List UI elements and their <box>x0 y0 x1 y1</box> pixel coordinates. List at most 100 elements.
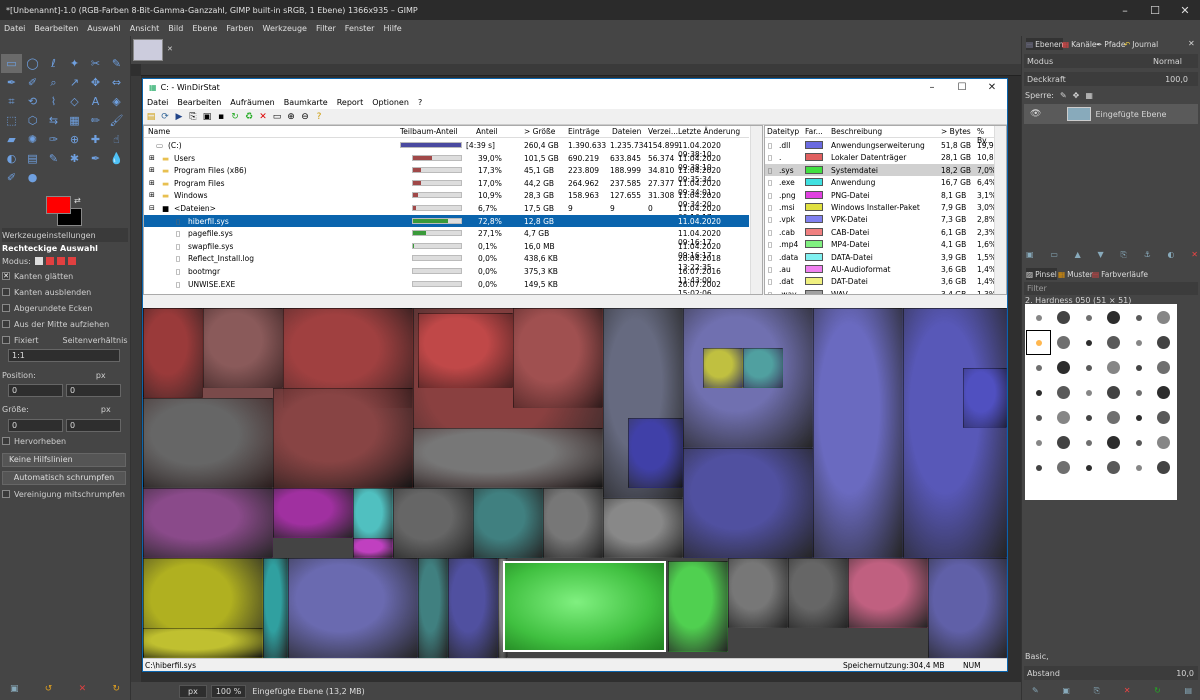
new-group-icon[interactable]: ▭ <box>1050 250 1058 259</box>
brush-preset-item[interactable] <box>1127 331 1150 354</box>
brush-preset-item[interactable] <box>1102 306 1125 329</box>
brush-preset-item[interactable] <box>1052 381 1075 404</box>
treemap-cell[interactable] <box>788 558 848 628</box>
fixed-row[interactable]: Fixiert Seitenverhältnis <box>2 333 128 347</box>
treemap-cell[interactable] <box>473 488 543 558</box>
edit-brush-icon[interactable]: ✎ <box>1032 686 1039 695</box>
brush-filter-input[interactable]: Filter <box>1024 282 1198 295</box>
brush-preset-item[interactable] <box>1102 431 1125 454</box>
brush-preset-item[interactable] <box>1052 331 1075 354</box>
guides-dropdown[interactable]: Keine Hilfslinien <box>2 453 126 467</box>
treemap-cell[interactable] <box>813 308 903 558</box>
ext-scrollbar[interactable] <box>994 126 1006 294</box>
brush-preset-item[interactable] <box>1102 456 1125 479</box>
brush-preset-item[interactable] <box>1127 431 1150 454</box>
color-picker-tool-icon[interactable]: ✐ <box>27 76 38 89</box>
brush-preset-item[interactable] <box>1077 431 1100 454</box>
tab-layers[interactable]: ▤ Ebenen <box>1026 38 1064 50</box>
treemap-cell[interactable] <box>448 558 498 658</box>
wds-menu-report[interactable]: Report <box>336 97 364 107</box>
menu-fenster[interactable]: Fenster <box>344 23 375 33</box>
tab-gradients[interactable]: ▤ Farbverläufe <box>1092 268 1148 280</box>
treemap-cell[interactable] <box>728 558 788 628</box>
col-size[interactable]: > Größe <box>524 127 556 136</box>
drop-tool-icon[interactable]: 💧 <box>109 152 124 165</box>
crop-tool-icon[interactable]: ⌗ <box>8 94 15 108</box>
mode-intersect-icon[interactable] <box>67 257 76 265</box>
brush-preset-item[interactable] <box>1027 431 1050 454</box>
brush-preset[interactable]: Basic, <box>1025 652 1049 661</box>
tree-row[interactable]: ▯ swapfile.sys 0,1% 16,0 MB 11.04.2020 09:16… <box>144 240 749 260</box>
ext-row[interactable]: ▯ .wav WAV 3,4 GB 1,3% <box>765 288 996 294</box>
refresh-icon[interactable]: ↻ <box>231 111 239 122</box>
delete-brush-icon[interactable]: ✕ <box>1123 686 1131 695</box>
raise-layer-icon[interactable]: ▲ <box>1074 250 1081 259</box>
extension-list[interactable]: Dateityp Far... Beschreibung > Bytes % B… <box>764 125 1007 295</box>
zoom-dropdown[interactable]: 100 % <box>210 684 247 698</box>
feather-row[interactable]: Kanten ausblenden <box>2 285 128 299</box>
menu-filter[interactable]: Filter <box>315 23 336 33</box>
treemap-cell[interactable] <box>413 428 603 488</box>
menu-datei[interactable]: Datei <box>4 23 26 33</box>
position-y-field[interactable]: 0 <box>66 384 121 397</box>
clone-tool-icon[interactable]: ⊕ <box>69 133 80 146</box>
anchor-layer-icon[interactable]: ⚓ <box>1143 250 1151 259</box>
zoom-out-icon[interactable]: ⊖ <box>301 111 309 122</box>
treemap-cell[interactable] <box>393 488 473 558</box>
brush-preset-item[interactable] <box>1152 406 1175 429</box>
treemap-cell[interactable] <box>603 498 683 558</box>
smudge-tool-icon[interactable]: ☝ <box>113 133 120 146</box>
wds-menu-datei[interactable]: Datei <box>147 97 169 107</box>
highlight-checkbox[interactable] <box>2 437 10 445</box>
ellipse-select-tool-icon[interactable]: ◯ <box>26 57 39 70</box>
measure-tool-icon[interactable]: ↗ <box>69 76 80 89</box>
brush-preset-item[interactable] <box>1127 406 1150 429</box>
menu-werkzeuge[interactable]: Werkzeuge <box>262 23 307 33</box>
shrink-merged-checkbox[interactable] <box>2 490 10 498</box>
tab-brushes[interactable]: ▨ Pinsel <box>1026 268 1057 280</box>
tree-row[interactable]: ▯ Reflect_Install.log 0,0% 438,6 KB 20.04.20… <box>144 252 749 272</box>
transform-tool-icon[interactable]: ⬚ <box>6 114 17 127</box>
fuzzy-select-tool-icon[interactable]: ✦ <box>69 57 80 70</box>
col-name[interactable]: Name <box>148 127 171 136</box>
menu-ansicht[interactable]: Ansicht <box>129 23 160 33</box>
col-filetype[interactable]: Dateityp <box>767 127 800 136</box>
brush-preset-item[interactable] <box>1052 356 1075 379</box>
col-bytes[interactable]: > Bytes <box>941 127 971 136</box>
brush-preset-item[interactable] <box>1027 381 1050 404</box>
brush-preset-item[interactable] <box>1152 456 1175 479</box>
shrink-merged-row[interactable]: Vereinigung mitschrumpfen <box>2 487 128 501</box>
swap-colors-icon[interactable]: ⇄ <box>74 196 81 205</box>
treemap-cell[interactable] <box>418 313 513 388</box>
ratio-field[interactable]: 1:1 <box>8 349 120 362</box>
ext-row[interactable]: ▯ .dat DAT-Datei 3,6 GB 1,4% <box>765 275 996 288</box>
lock-alpha-icon[interactable]: ▦ <box>1085 91 1093 100</box>
brush-folder-icon[interactable]: ▤ <box>1184 686 1192 695</box>
brush-preset-item[interactable] <box>1077 456 1100 479</box>
mode-add-icon[interactable] <box>45 257 54 265</box>
treemap-cell[interactable] <box>503 561 666 652</box>
delete-icon[interactable]: ✕ <box>259 111 267 122</box>
lock-pixels-icon[interactable]: ✎ <box>1059 91 1067 100</box>
airbrush-tool-icon[interactable]: ✺ <box>27 133 38 146</box>
tree-row[interactable]: ⊞ ▬ Windows 10,9% 28,3 GB 158.963 127.655 31.30… <box>144 189 749 209</box>
align-tool-icon[interactable]: ⇔ <box>111 76 122 89</box>
brush-preset-item[interactable] <box>1127 381 1150 404</box>
brush-dynamic-tool-icon[interactable]: ✒ <box>90 152 101 165</box>
brush-preset-item[interactable] <box>1052 306 1075 329</box>
close-icon[interactable]: ✕ <box>1180 3 1190 17</box>
treemap-cell[interactable] <box>203 308 283 388</box>
ext-row[interactable]: ▯ .cab CAB-Datei 6,1 GB 2,3% <box>765 226 996 239</box>
directory-tree[interactable]: Name Teilbaum-Anteil Anteil > Größe Eint… <box>143 125 763 295</box>
foreground-color-swatch[interactable] <box>46 196 71 214</box>
wds-menu-baumkarte[interactable]: Baumkarte <box>283 97 328 107</box>
expand-icon[interactable]: ⊞ <box>149 153 155 162</box>
auto-shrink-button[interactable]: Automatisch schrumpfen <box>2 471 126 485</box>
antialias-row[interactable]: ✕ Kanten glätten <box>2 269 128 283</box>
duplicate-brush-icon[interactable]: ⎘ <box>1093 686 1101 695</box>
new-layer-icon[interactable]: ▣ <box>1026 250 1034 259</box>
ext-row[interactable]: ▯ .dll Anwendungserweiterung 51,8 GB 19,9% <box>765 139 1001 152</box>
treemap-cell[interactable] <box>513 308 603 408</box>
image-thumbnail[interactable] <box>133 39 163 61</box>
tree-row[interactable]: ▯ hiberfil.sys 72,8% 12,8 GB 11.04.2020 09:1… <box>144 214 749 235</box>
